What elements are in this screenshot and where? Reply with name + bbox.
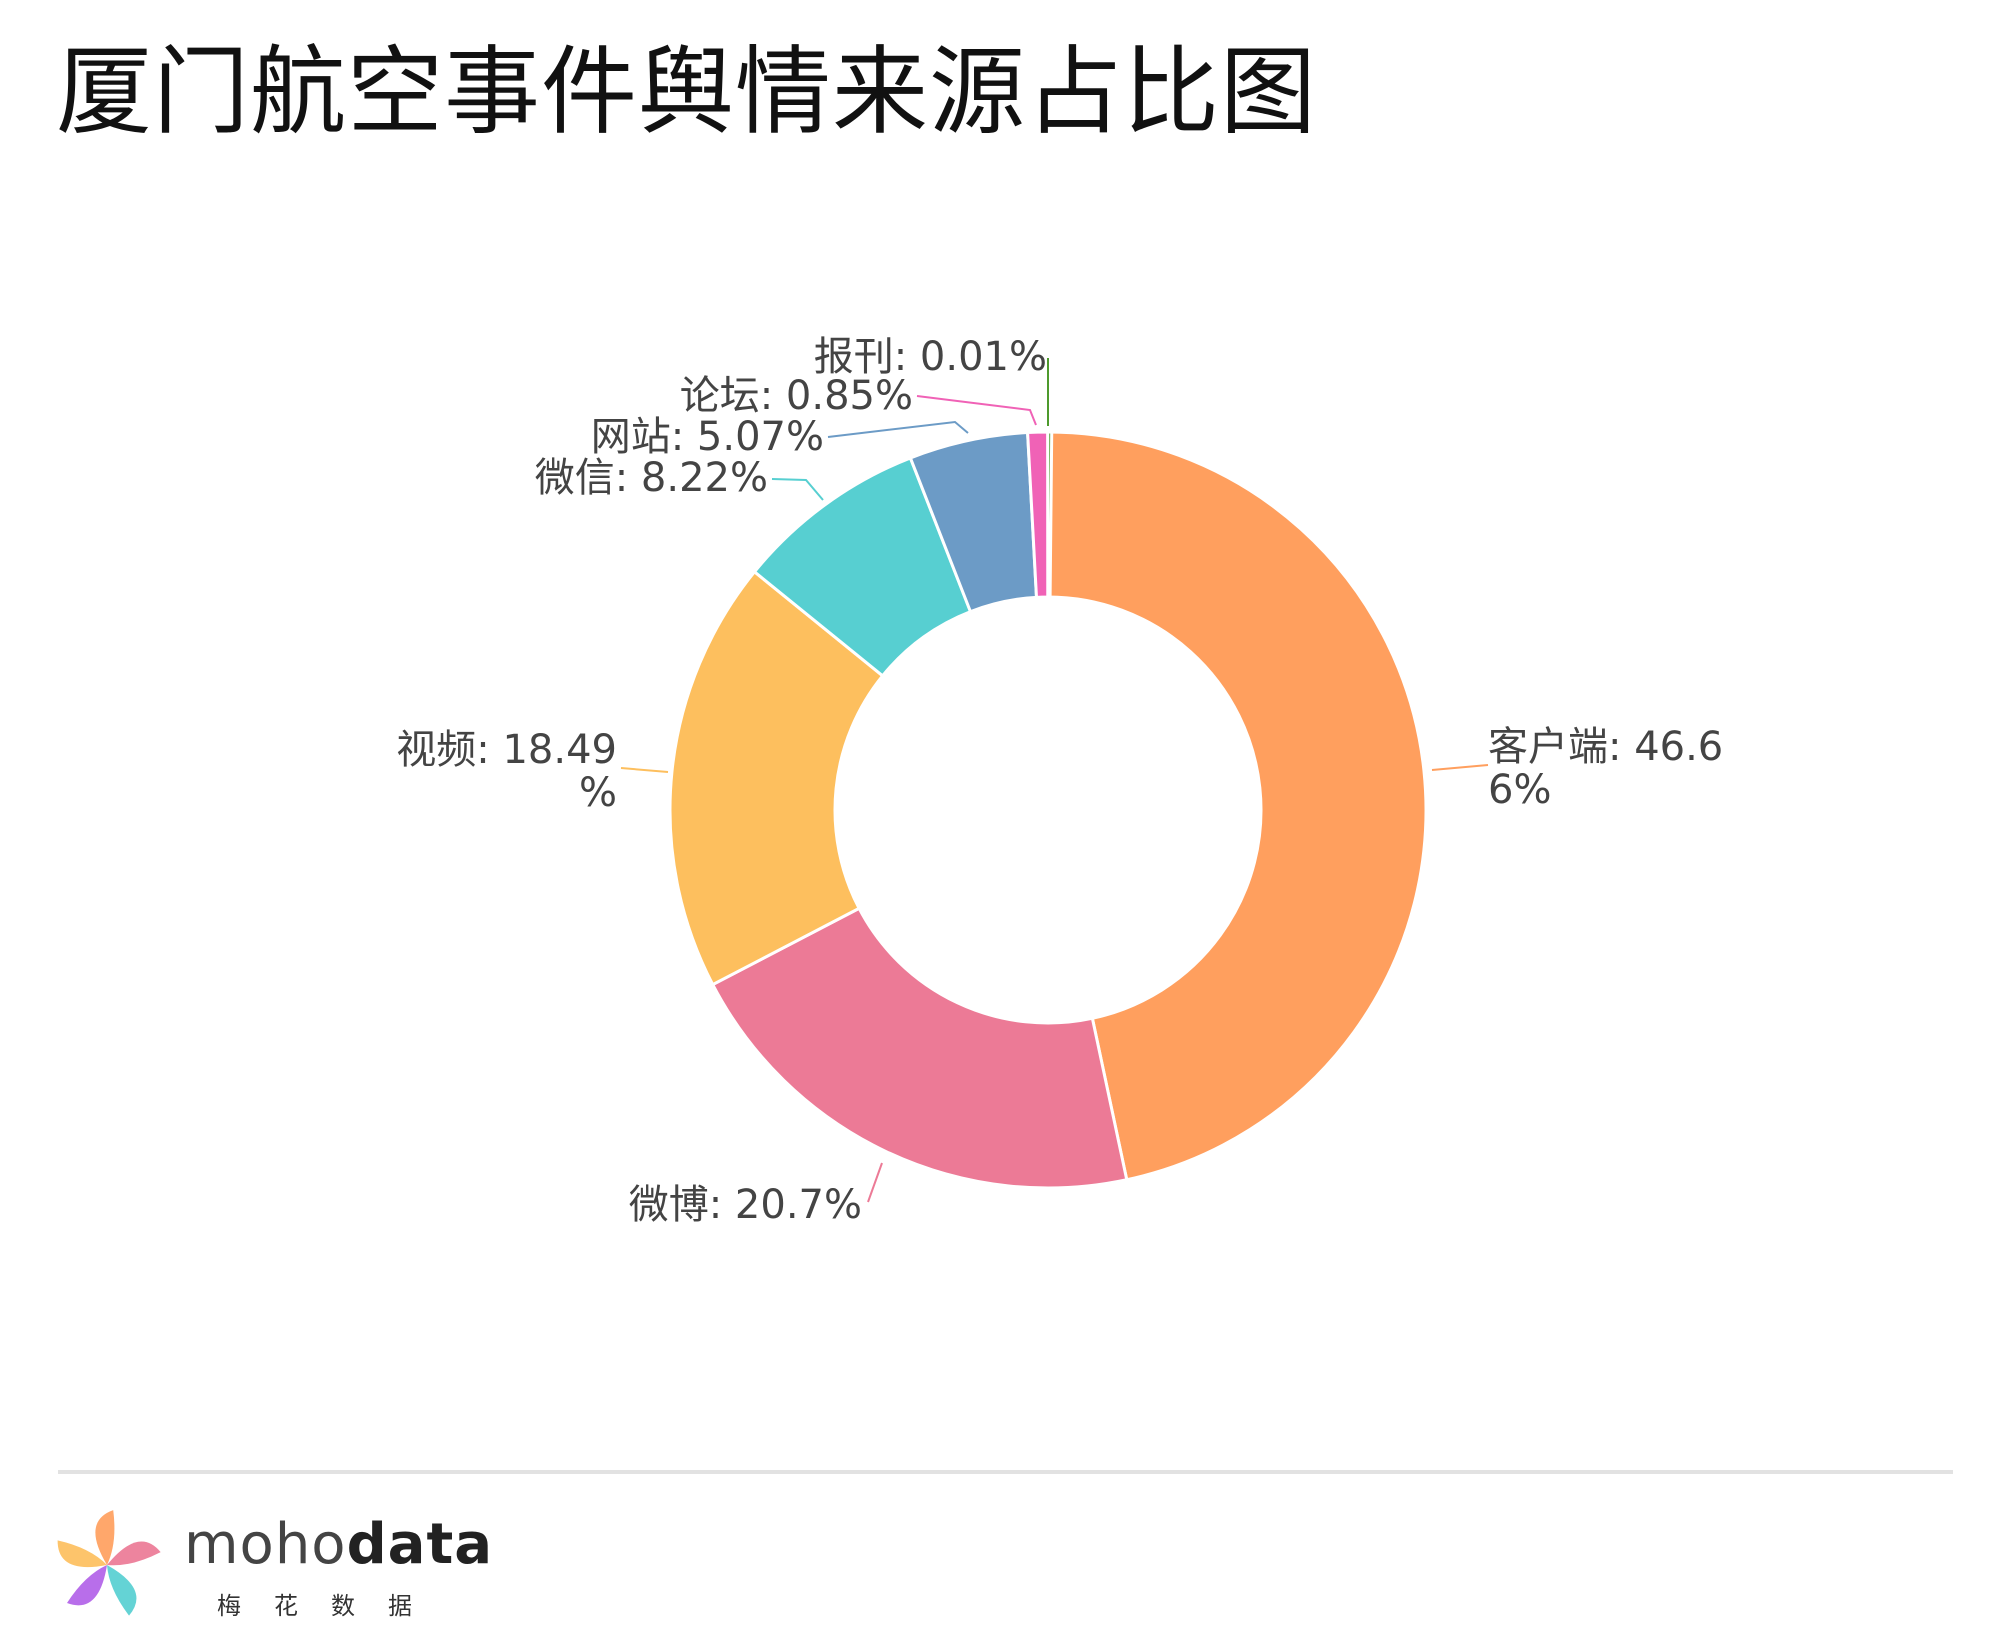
leader-line-0 [1431,764,1489,771]
footer-divider [58,1470,1953,1474]
slice-label-2: 视频: 18.49% [396,727,617,816]
leader-line-3 [771,478,824,501]
donut-slice-2[interactable] [668,569,885,987]
slice-label-6: 报刊: 0.01% [814,334,1047,380]
logo-petal-1 [107,1541,161,1566]
pinwheel-logo-icon [57,1510,161,1616]
slice-label-0: 客户端: 46.6 6% [1488,724,1723,813]
logo-petal-0 [95,1510,115,1565]
logo-petal-4 [57,1540,107,1568]
leader-lines-layer [620,358,1489,1203]
page-title: 厦门航空事件舆情来源占比图 [56,36,1317,148]
brand-wordmark-light: moho [184,1512,347,1577]
logo-petal-3 [67,1565,107,1606]
leader-line-5 [916,395,1037,426]
brand-wordmark-bold: data [346,1512,494,1577]
slice-labels-layer: 客户端: 46.6 6% 微博: 20.7% 视频: 18.49 % 微信: 8.22%网… [396,334,1723,1228]
slice-label-4: 网站: 5.07% [591,414,824,460]
donut-slice-0[interactable] [1046,430,1428,1182]
brand-footer: mohodata 梅花数据 [52,1510,512,1620]
slice-label-1: 微博: 20.7% [629,1182,862,1228]
leader-line-2 [620,767,669,773]
brand-tagline: 梅花数据 [217,1592,445,1620]
slice-label-3: 微信: 8.22% [535,455,768,501]
donut-slice-1[interactable] [710,906,1129,1190]
slice-label-5: 论坛: 0.85% [680,373,913,419]
brand-wordmark: mohodata [184,1510,493,1580]
donut-slice-6[interactable] [1046,430,1054,599]
logo-petal-2 [107,1565,137,1616]
leader-line-4 [827,420,969,438]
slices-layer [668,430,1428,1190]
leader-line-1 [867,1162,883,1203]
